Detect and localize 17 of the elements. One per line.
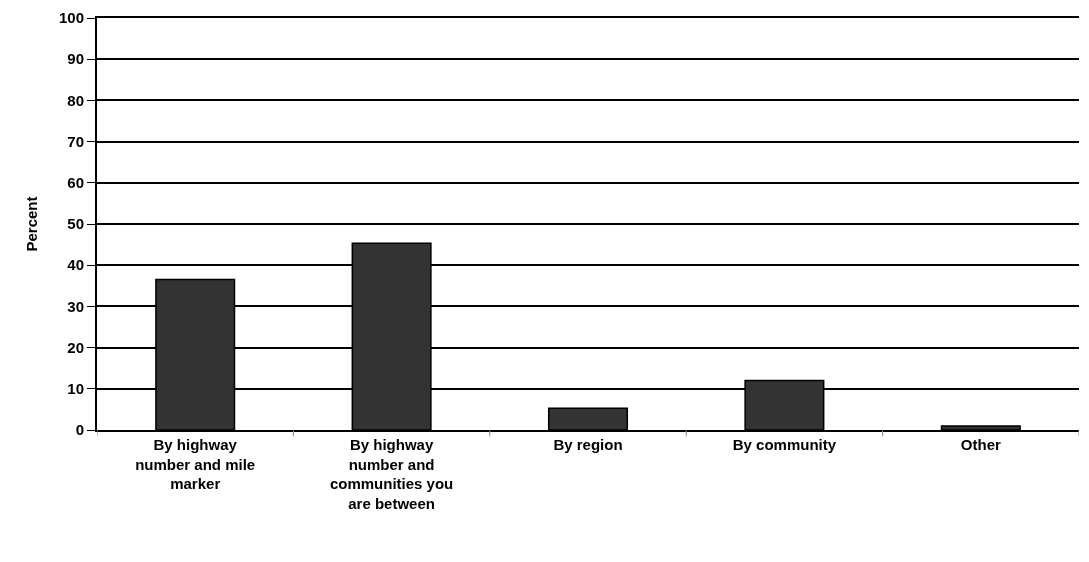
y-axis-title: Percent [22,196,40,252]
y-tick-label: 20 [67,338,84,356]
y-tick-label: 100 [58,9,84,27]
x-tick-label: Other [960,436,1001,453]
x-tick-label: By highway number and communities you are between [329,436,454,512]
y-tick-label: 30 [67,297,84,315]
y-tick-label: 40 [67,256,84,274]
y-tick-label: 60 [67,174,84,192]
x-tick-label: By region [553,436,623,453]
y-tick-label: 80 [67,91,84,109]
y-tick-label: 50 [67,215,84,233]
y-tick-label: 0 [75,421,84,439]
x-tick-label: By highway number and mile marker [135,436,256,492]
x-tick-label: By community [732,436,837,453]
y-tick-label: 70 [67,132,84,150]
y-tick-label: 10 [67,380,84,398]
y-tick-label: 90 [67,50,84,68]
